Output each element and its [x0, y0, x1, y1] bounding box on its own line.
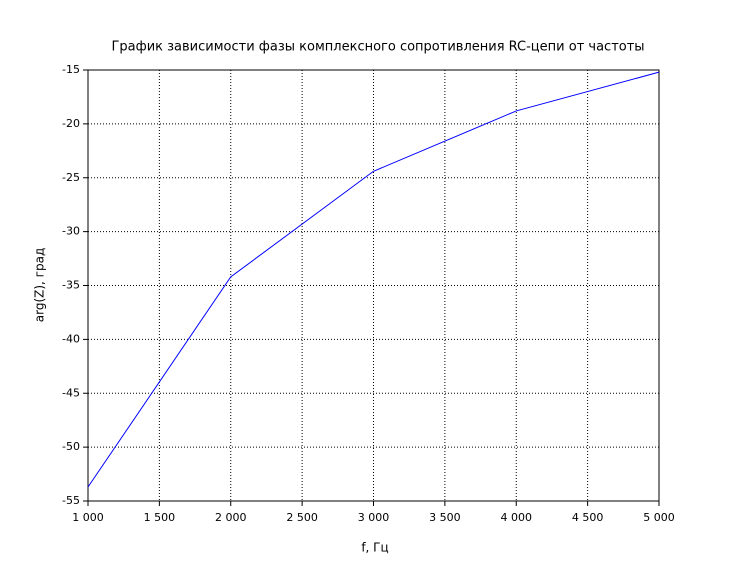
x-tick-label: 4 000 [501, 511, 533, 524]
y-tick-label: -40 [62, 332, 80, 345]
plot-frame [87, 69, 660, 502]
y-tick-label: -15 [62, 63, 80, 76]
x-tick-label: 2 500 [286, 511, 318, 524]
y-axis-label: arg(Z), град [33, 248, 47, 322]
x-tick-label: 3 500 [429, 511, 461, 524]
x-tick-label: 1 000 [72, 511, 104, 524]
y-tick-label: -25 [62, 171, 80, 184]
y-tick-label: -20 [62, 117, 80, 130]
x-tick-label: 1 500 [144, 511, 176, 524]
y-tick-label: -30 [62, 225, 80, 238]
chart-title: График зависимости фазы комплексного соп… [111, 40, 644, 55]
x-tick-label: 4 500 [572, 511, 604, 524]
data-line [87, 71, 660, 488]
x-axis-label: f, Гц [361, 541, 388, 555]
x-tick-label: 2 000 [215, 511, 247, 524]
y-tick-label: -45 [62, 386, 80, 399]
y-tick-label: -35 [62, 279, 80, 292]
x-tick-label: 5 000 [643, 511, 675, 524]
y-tick-label: -55 [62, 494, 80, 507]
x-tick-label: 3 000 [358, 511, 390, 524]
y-tick-label: -50 [62, 440, 80, 453]
